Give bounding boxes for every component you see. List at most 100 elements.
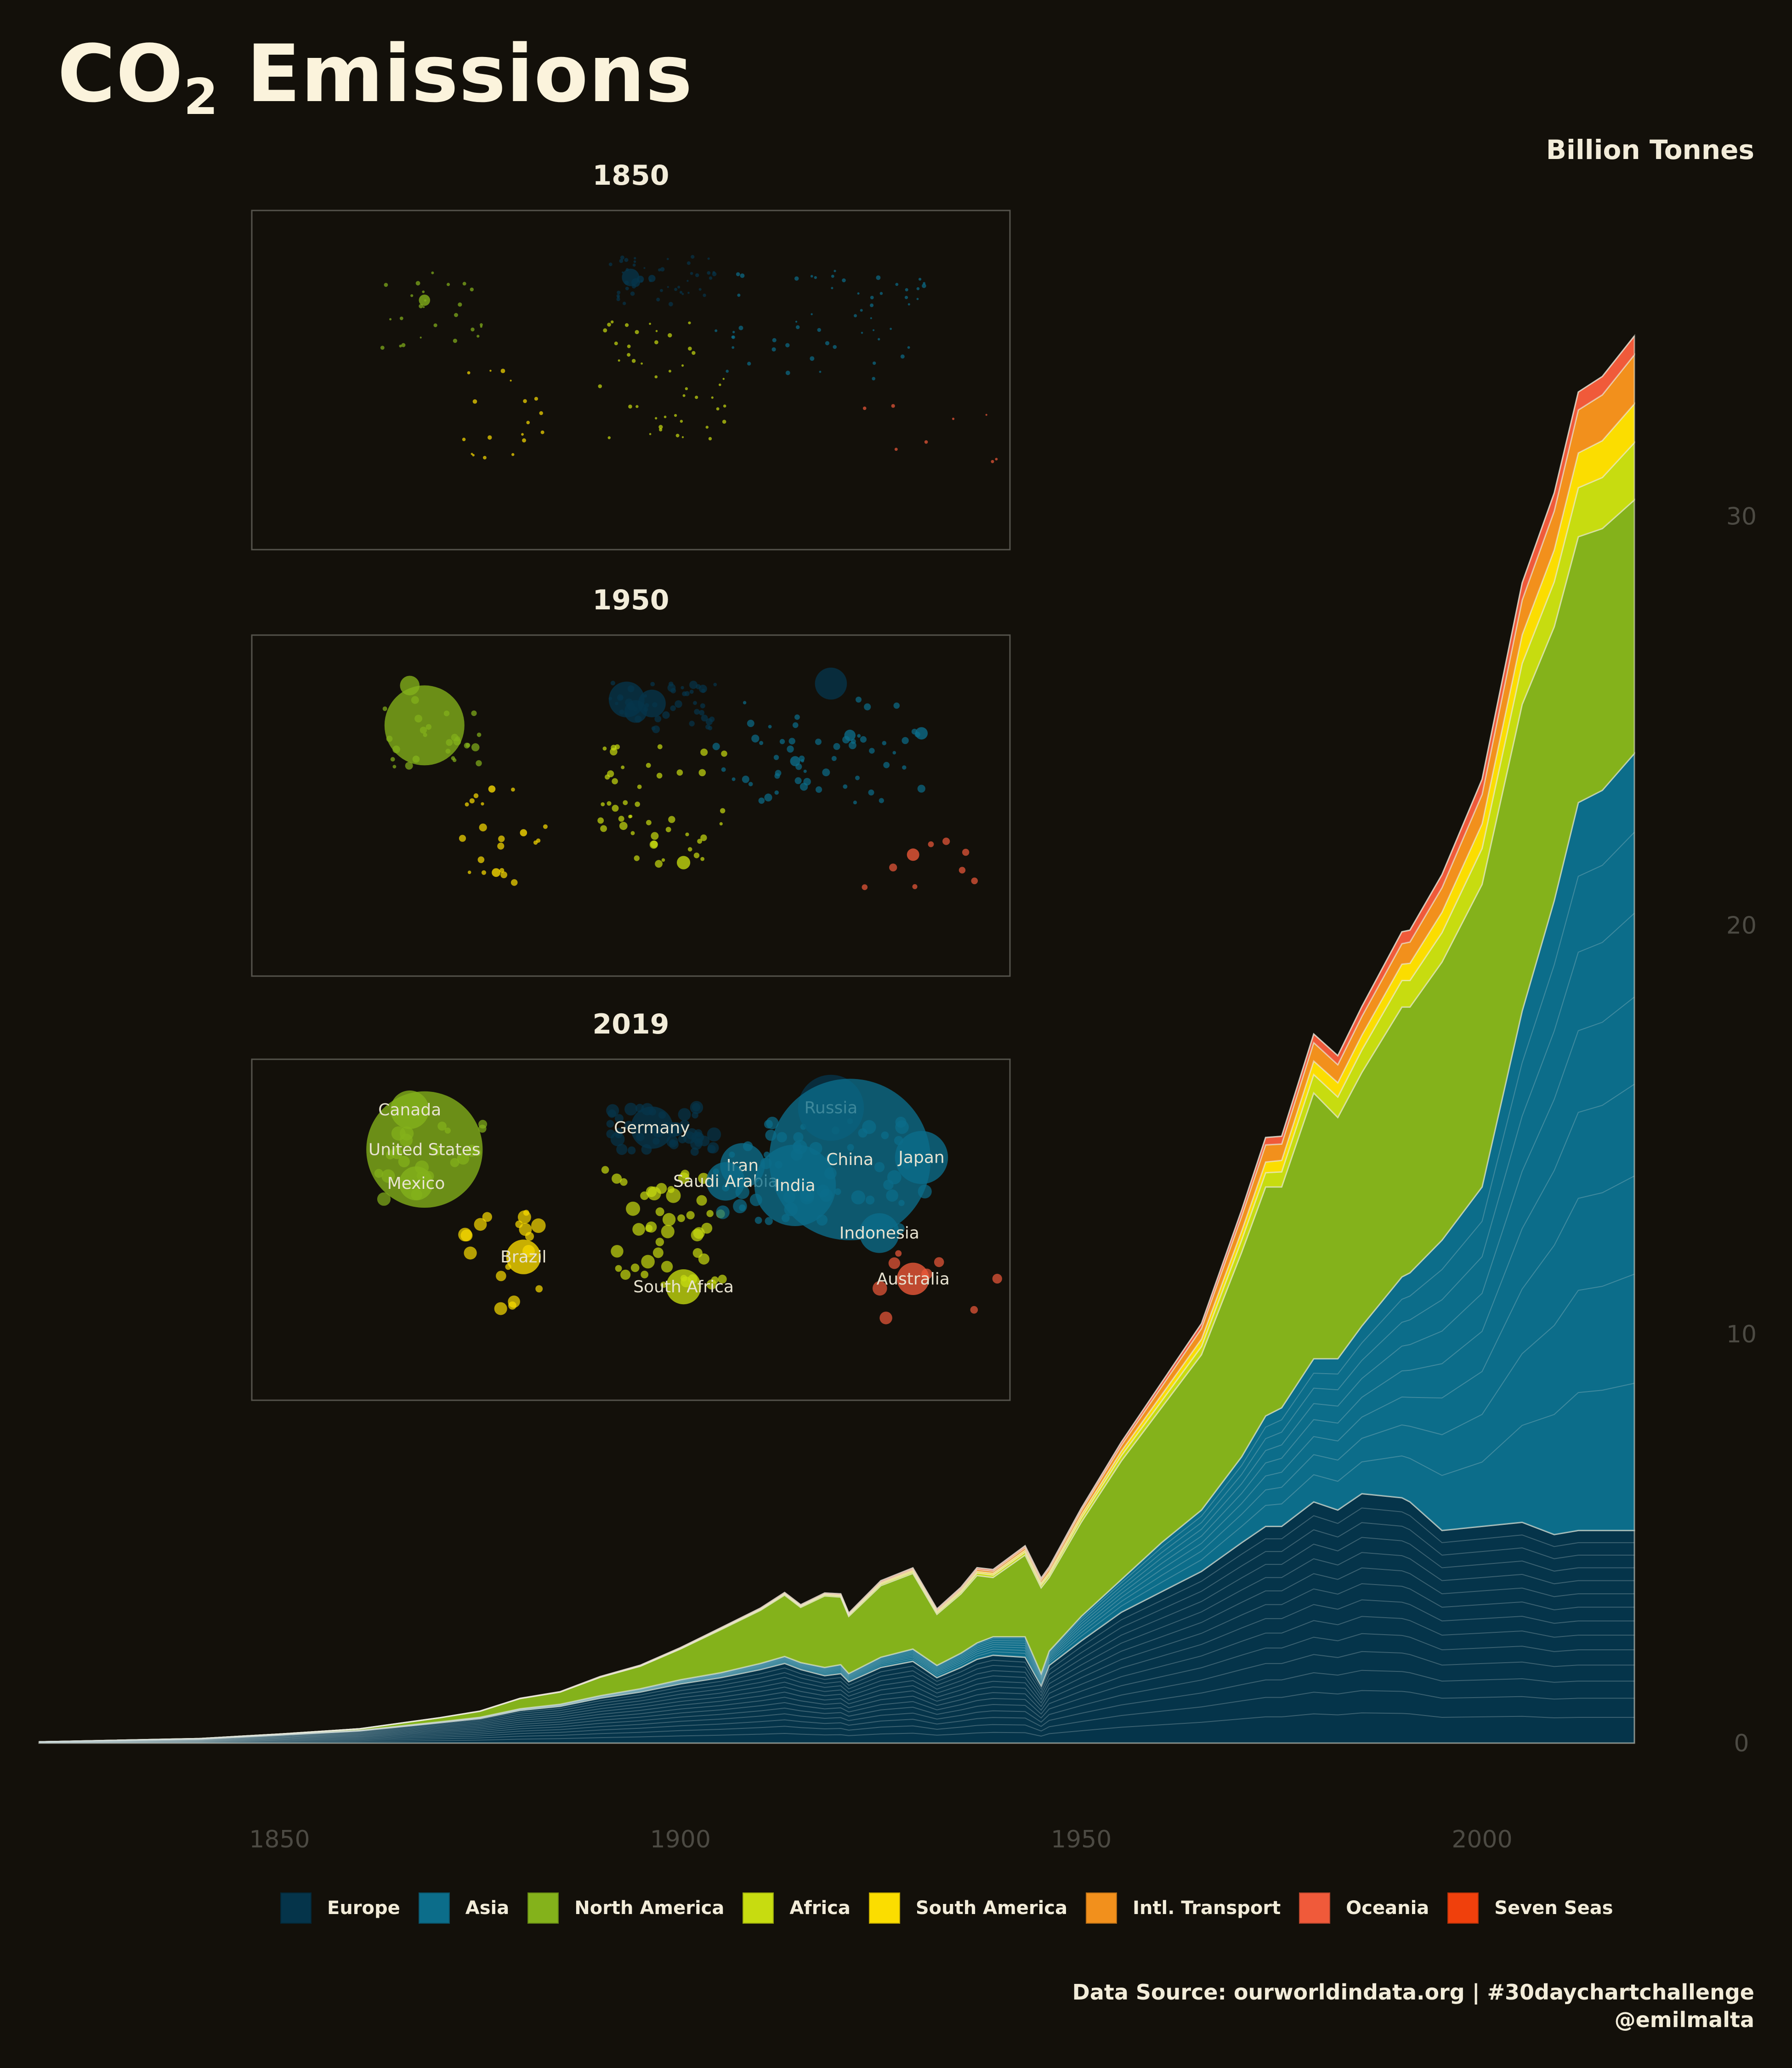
map-dot: [679, 1119, 690, 1131]
map-dot: [878, 338, 880, 341]
map-dot: [654, 375, 658, 379]
legend-label: Africa: [789, 1898, 851, 1919]
map-1950: 1950: [251, 584, 1011, 977]
map-dot: [480, 323, 483, 327]
map-dot: [539, 411, 543, 415]
map-dot: [646, 763, 651, 768]
map-dot: [405, 761, 413, 770]
map-dot: [655, 860, 663, 868]
map-dot: [691, 255, 695, 259]
map-dot: [952, 417, 955, 420]
map-dot: [872, 377, 875, 381]
map-bubble: [636, 275, 644, 283]
map-dot: [849, 741, 856, 750]
map-dot: [719, 822, 723, 826]
map-dot: [759, 741, 764, 745]
map-dot: [652, 1247, 663, 1258]
map-dot: [991, 460, 994, 463]
map-dot: [649, 433, 652, 435]
country-label: Canada: [378, 1101, 441, 1119]
map-dot: [464, 1246, 477, 1260]
map-dot: [709, 276, 713, 280]
map-dot: [677, 1214, 685, 1222]
map-dot: [481, 802, 484, 806]
map-dot: [431, 271, 434, 274]
map-dot: [656, 297, 660, 302]
map-dot: [889, 864, 897, 872]
map-dot: [696, 684, 701, 689]
map-dot: [657, 744, 663, 750]
map-dot: [658, 425, 663, 429]
map-dot: [856, 696, 862, 703]
x-tick-label: 2000: [1452, 1826, 1512, 1853]
map-dot: [656, 1183, 667, 1194]
map-dot: [732, 346, 735, 349]
map-dot: [462, 282, 466, 286]
map-dot: [819, 370, 822, 373]
map-dot: [462, 437, 466, 441]
map-1850: 1850: [251, 159, 1011, 551]
map-dot: [765, 1217, 773, 1225]
legend-label: North America: [574, 1898, 725, 1919]
map-dot: [732, 330, 735, 334]
map-dot: [678, 1135, 687, 1143]
map-dot: [692, 351, 696, 355]
map-dot: [785, 343, 790, 347]
map-dot: [377, 1192, 391, 1206]
map-dot: [771, 347, 776, 352]
map-dot: [655, 1238, 664, 1246]
map-dot: [895, 283, 899, 286]
map-dot: [389, 318, 392, 321]
map-bubble: [488, 785, 496, 793]
map-dot: [685, 387, 688, 390]
map-dot: [382, 706, 387, 711]
area-seven-seas: [39, 335, 1635, 1743]
map-dot: [870, 295, 874, 300]
legend-swatch: [868, 1892, 900, 1924]
map-dot: [624, 258, 629, 262]
map-dot: [535, 1285, 543, 1293]
map-dot: [873, 1281, 887, 1296]
legend-label: Intl. Transport: [1133, 1898, 1281, 1919]
map-dot: [854, 314, 857, 318]
x-axis: 1850 1900 1950 2000: [249, 1826, 1512, 1853]
map-dot: [726, 369, 729, 373]
legend-swatch: [743, 1892, 774, 1924]
map-dot: [681, 293, 684, 295]
legend-item: Oceania: [1299, 1892, 1429, 1924]
map-dot: [623, 301, 626, 305]
map-dot: [625, 286, 629, 290]
map-dot: [616, 297, 620, 301]
map-dot: [861, 332, 863, 334]
map-dot: [795, 320, 798, 323]
map-dot: [655, 417, 658, 420]
map-dot: [811, 313, 813, 315]
map-dot: [626, 1201, 641, 1216]
map-dot: [433, 323, 437, 328]
map-dot: [500, 369, 505, 373]
map-dot: [698, 288, 702, 291]
map-dot: [674, 414, 677, 417]
map-dot: [646, 820, 652, 825]
map-dot: [624, 1102, 637, 1116]
map-dot: [603, 328, 607, 333]
map-bubble: [492, 868, 501, 877]
map-dot: [637, 784, 642, 789]
map-dot: [737, 293, 741, 297]
map-dot: [631, 359, 636, 363]
map-dot: [912, 884, 918, 889]
map-dot: [635, 801, 640, 807]
map-dot: [510, 879, 518, 886]
map-dot: [904, 295, 908, 299]
map-dot: [617, 290, 621, 295]
map-dot: [792, 722, 799, 728]
map-dot: [634, 257, 636, 260]
map-dot: [970, 1306, 978, 1314]
map-dot: [540, 430, 544, 434]
map-dot: [610, 320, 614, 324]
map-dot: [660, 267, 665, 272]
map-dot: [879, 798, 884, 803]
map-dot: [774, 790, 779, 795]
map-dot: [902, 737, 909, 744]
map-dot: [686, 261, 691, 265]
